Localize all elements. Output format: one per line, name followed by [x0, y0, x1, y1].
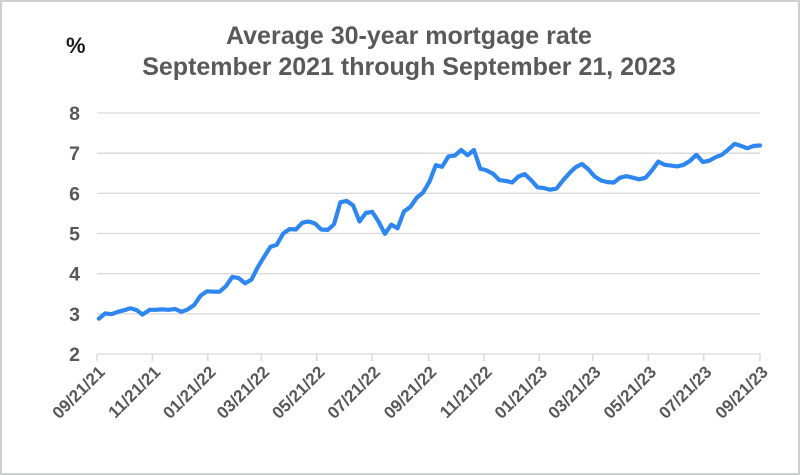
x-tick-label: 03/21/22: [213, 362, 273, 422]
chart-title-line2: September 2021 through September 21, 202…: [142, 53, 676, 81]
x-tick-label: 07/21/23: [655, 362, 715, 422]
mortgage-rate-line: [96, 141, 763, 321]
y-axis-unit-label: %: [66, 33, 86, 58]
x-tick-label: 03/21/23: [544, 362, 604, 422]
y-tick-label: 7: [69, 143, 80, 165]
x-tick-label: 05/21/22: [268, 362, 328, 422]
y-tick-label: 5: [69, 224, 80, 246]
chart-title: Average 30-year mortgage rate September …: [2, 21, 798, 83]
x-tick-label: 01/21/23: [491, 362, 551, 422]
y-tick-label: 8: [69, 103, 80, 125]
x-tick-label: 05/21/23: [600, 362, 660, 422]
x-tick-label: 01/21/22: [159, 362, 219, 422]
y-tick-label: 4: [69, 264, 80, 286]
x-tick-label: 11/21/22: [436, 362, 496, 422]
x-tick-label: 09/21/21: [49, 362, 109, 422]
y-tick-label: 3: [69, 304, 80, 326]
y-tick-label: 6: [69, 183, 80, 205]
x-tick-label: 09/21/23: [712, 362, 772, 422]
x-tick-label: 11/21/21: [105, 362, 165, 422]
x-tick-label: 07/21/22: [324, 362, 384, 422]
chart-title-line1: Average 30-year mortgage rate: [226, 22, 592, 50]
x-tick-label: 09/21/22: [380, 362, 440, 422]
y-tick-label: 2: [69, 344, 80, 366]
